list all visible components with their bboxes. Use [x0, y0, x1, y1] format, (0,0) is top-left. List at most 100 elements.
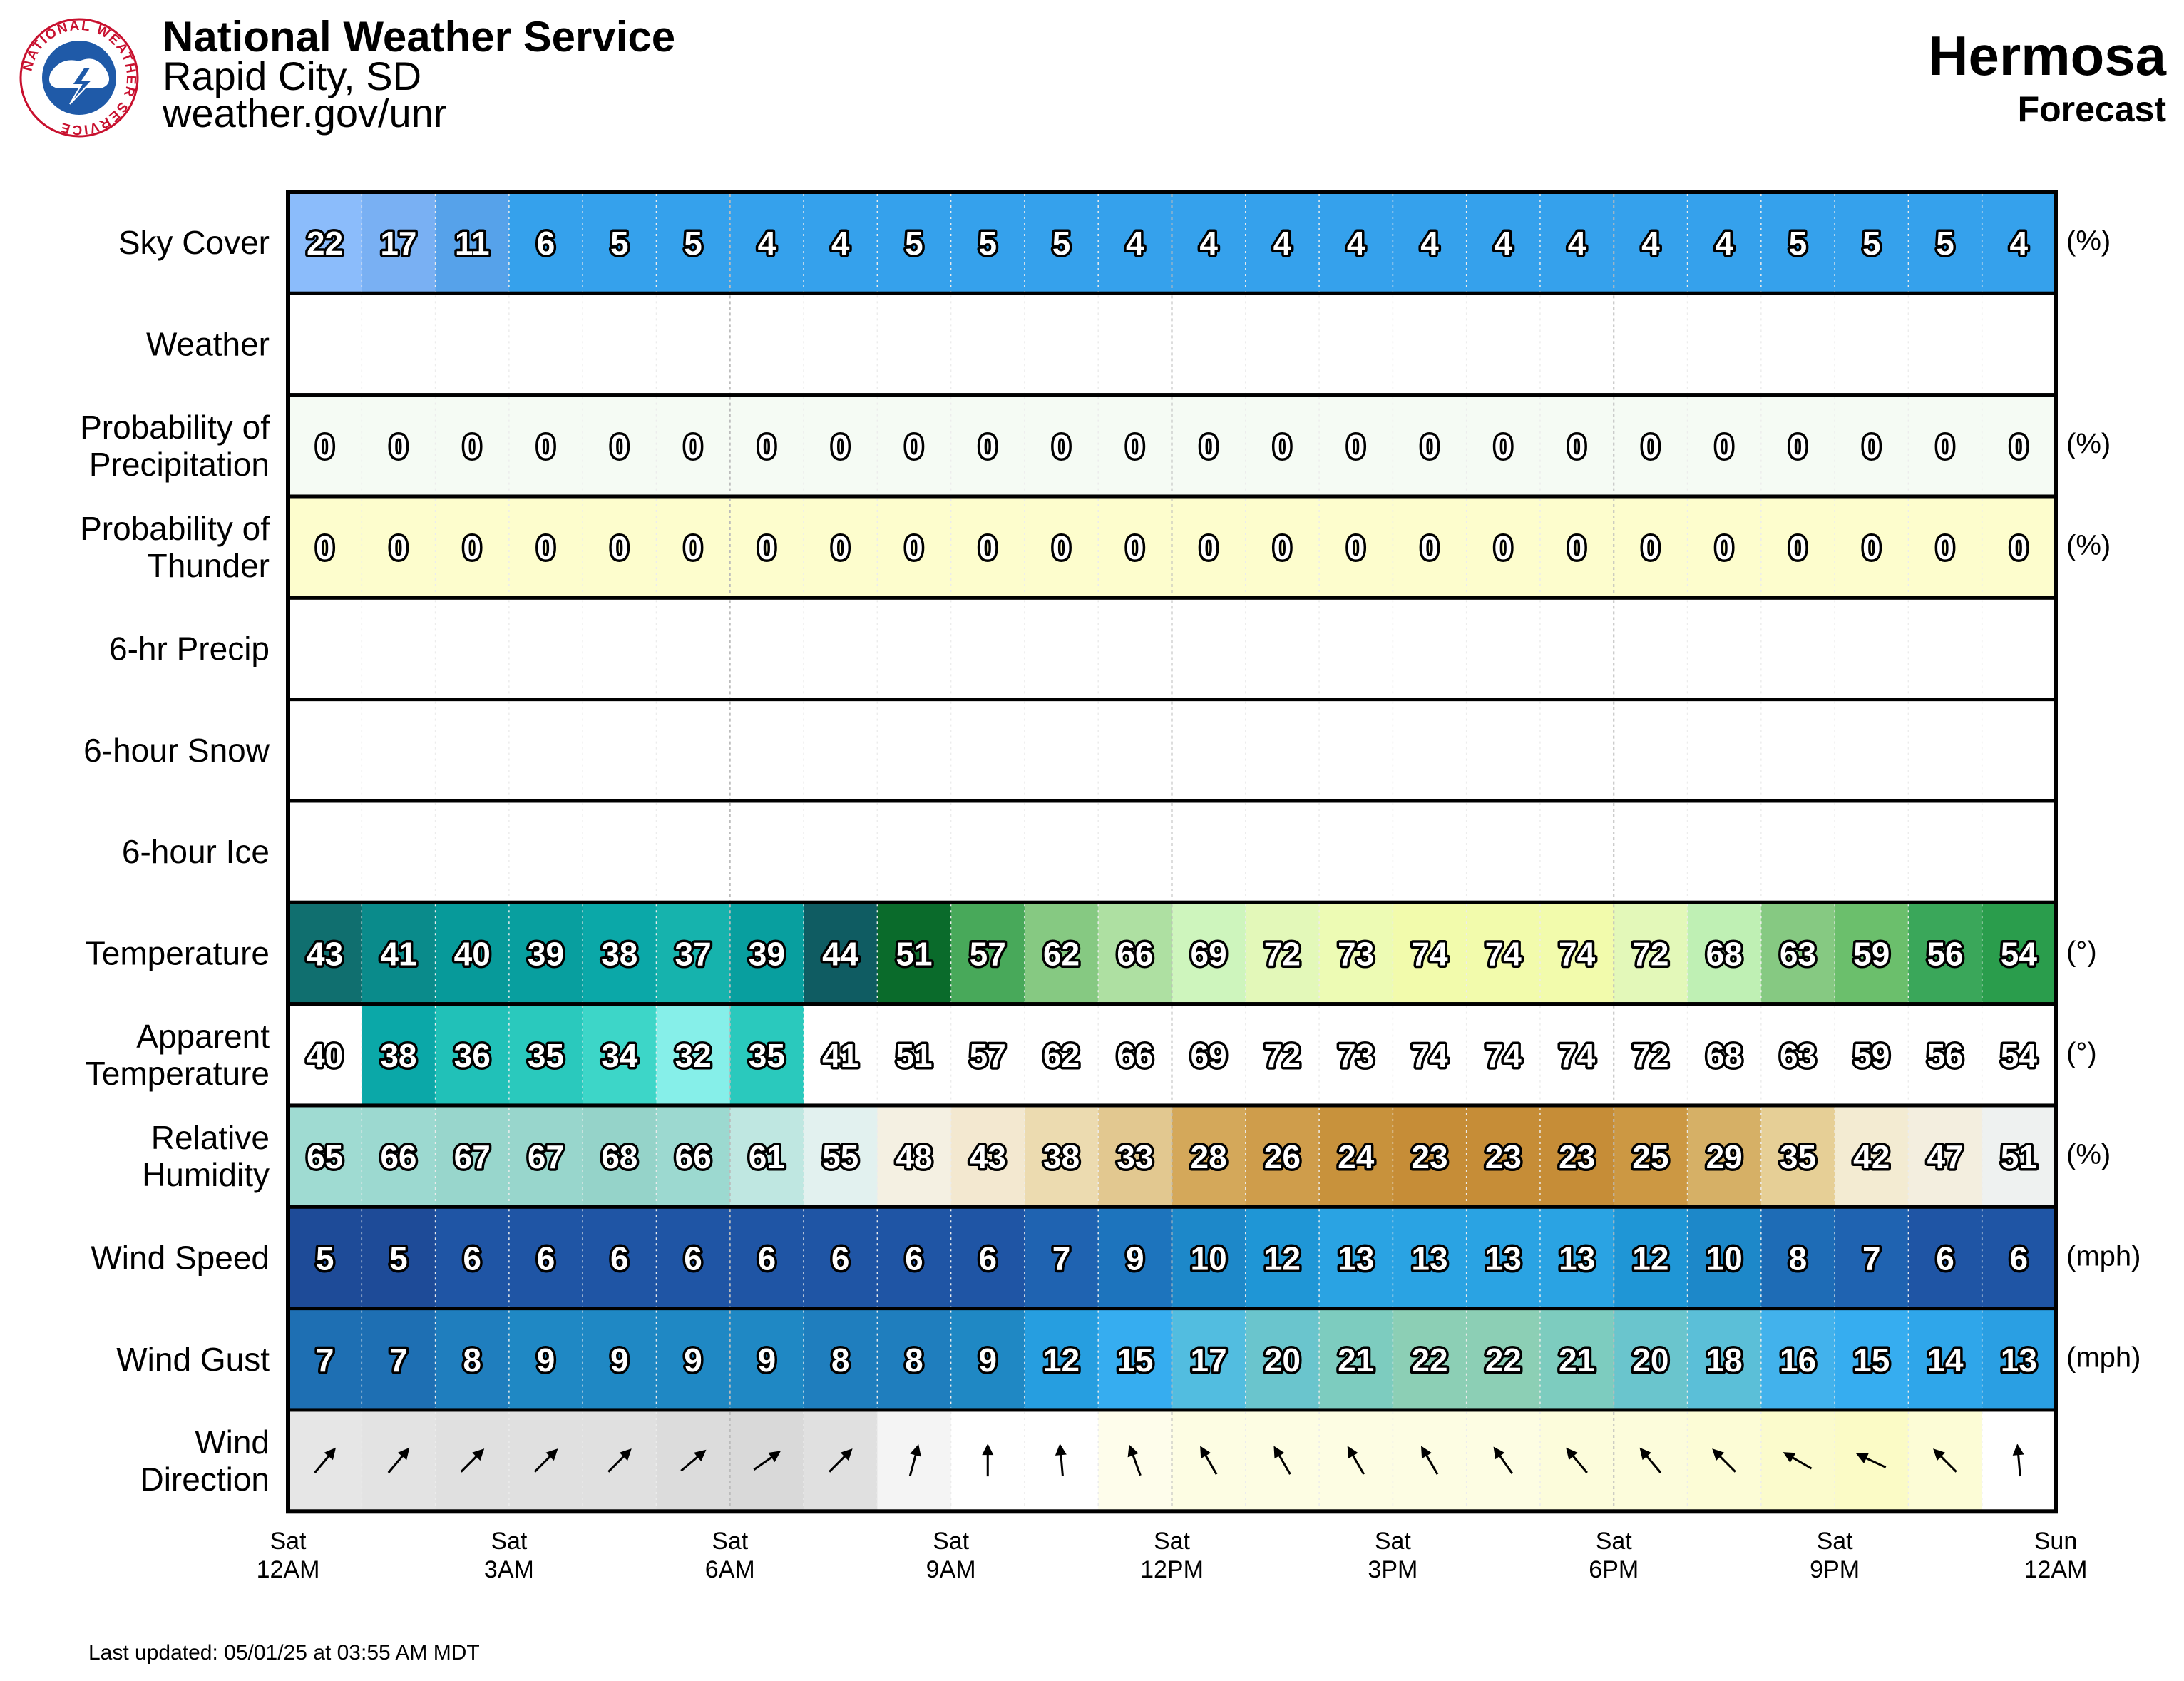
- cell-bg: [1760, 1105, 1835, 1207]
- cell-bg: [1098, 192, 1173, 294]
- cell-bg: [1098, 1003, 1173, 1105]
- time-label-day: Sat: [1596, 1528, 1633, 1555]
- cell-bg: [435, 1003, 510, 1105]
- cell-bg: [1908, 496, 1983, 598]
- cell-value: 6: [831, 1240, 850, 1277]
- cell-value: 0: [610, 428, 629, 465]
- cell-bg: [1539, 1207, 1614, 1309]
- time-label-hour: 12PM: [1140, 1556, 1204, 1583]
- cell-bg: [1466, 1308, 1541, 1410]
- cell-value: 12: [1632, 1240, 1668, 1277]
- time-label-hour: 6PM: [1589, 1556, 1639, 1583]
- cell-bg: [583, 902, 657, 1004]
- cell-value: 0: [389, 529, 408, 566]
- cell-value: 5: [905, 225, 923, 262]
- cell-bg: [1245, 699, 1320, 801]
- row-label: Wind: [195, 1424, 270, 1461]
- cell-value: 17: [1191, 1342, 1227, 1379]
- cell-bg: [804, 1207, 878, 1309]
- cell-bg: [1245, 598, 1320, 700]
- time-label-day: Sat: [1375, 1528, 1412, 1555]
- cell-bg: [877, 598, 952, 700]
- unit-label: (%): [2066, 530, 2111, 561]
- cell-bg: [583, 496, 657, 598]
- cell-bg: [1614, 699, 1688, 801]
- time-label-day: Sat: [1817, 1528, 1854, 1555]
- cell-value: 43: [970, 1138, 1006, 1175]
- cell-bg: [583, 192, 657, 294]
- cell-value: 0: [684, 529, 702, 566]
- cell-value: 74: [1559, 935, 1596, 972]
- cell-bg: [1687, 394, 1762, 496]
- cell-value: 9: [610, 1342, 629, 1379]
- cell-bg: [1614, 1308, 1688, 1410]
- cell-value: 4: [1495, 225, 1513, 262]
- cell-value: 0: [1789, 428, 1808, 465]
- wind-arrow-shaft: [1643, 1452, 1662, 1473]
- location-name: Hermosa: [1928, 24, 2166, 87]
- cell-value: 68: [601, 1138, 637, 1175]
- cell-bg: [1687, 800, 1762, 903]
- cell-bg: [1319, 598, 1393, 700]
- cell-value: 36: [454, 1037, 491, 1074]
- cell-bg: [1760, 800, 1835, 903]
- cell-value: 56: [1927, 935, 1963, 972]
- cell-bg: [362, 192, 436, 294]
- cell-bg: [1982, 192, 2056, 294]
- cell-bg: [1172, 293, 1246, 395]
- cell-value: 12: [1264, 1240, 1301, 1277]
- row-6-hour-snow: 6-hour Snow: [83, 698, 2058, 803]
- cell-bg: [1614, 1105, 1688, 1207]
- cell-bg: [1908, 1003, 1983, 1105]
- row-label: Direction: [140, 1461, 270, 1498]
- wind-arrow-shaft: [1569, 1452, 1588, 1473]
- cell-value: 4: [1715, 225, 1733, 262]
- cell-value: 0: [1126, 529, 1144, 566]
- cell-bg: [1024, 1003, 1099, 1105]
- cell-value: 37: [675, 935, 712, 972]
- wind-arrow-head: [1347, 1446, 1358, 1459]
- cell-value: 54: [2001, 935, 2038, 972]
- cell-value: 0: [610, 529, 629, 566]
- cell-bg: [1466, 1207, 1541, 1309]
- cell-bg: [1760, 192, 1835, 294]
- cell-bg: [1024, 699, 1099, 801]
- cell-value: 62: [1043, 935, 1080, 972]
- cell-bg: [1393, 192, 1467, 294]
- cell-bg: [1319, 1207, 1393, 1309]
- cell-bg: [435, 902, 510, 1004]
- cell-value: 44: [822, 935, 859, 972]
- cell-value: 57: [970, 1037, 1006, 1074]
- cell-bg: [1835, 1207, 1909, 1309]
- cell-bg: [1024, 496, 1099, 598]
- cell-bg: [877, 699, 952, 801]
- cell-value: 4: [1641, 225, 1660, 262]
- cell-bg: [1098, 1105, 1173, 1207]
- cell-bg: [729, 394, 804, 496]
- cell-value: 0: [905, 428, 923, 465]
- cell-bg: [508, 496, 583, 598]
- cell-bg: [729, 293, 804, 395]
- cell-bg: [1614, 598, 1688, 700]
- cell-bg: [1687, 293, 1762, 395]
- cell-bg: [656, 598, 731, 700]
- cell-bg: [1835, 192, 1909, 294]
- cell-value: 20: [1264, 1342, 1301, 1379]
- cell-bg: [1760, 1003, 1835, 1105]
- cell-bg: [1466, 1105, 1541, 1207]
- cell-bg: [508, 1105, 583, 1207]
- wind-arrow-head: [840, 1448, 853, 1461]
- cell-bg: [583, 1207, 657, 1309]
- cell-bg: [435, 1308, 510, 1410]
- cell-bg: [1466, 192, 1541, 294]
- cell-value: 0: [1715, 428, 1733, 465]
- cell-bg: [288, 800, 362, 903]
- cell-value: 33: [1117, 1138, 1153, 1175]
- cell-bg: [1319, 800, 1393, 903]
- time-label-hour: 9PM: [1810, 1556, 1860, 1583]
- row-label: 6-hr Precip: [109, 630, 270, 667]
- cell-bg: [288, 598, 362, 700]
- cell-value: 22: [307, 225, 343, 262]
